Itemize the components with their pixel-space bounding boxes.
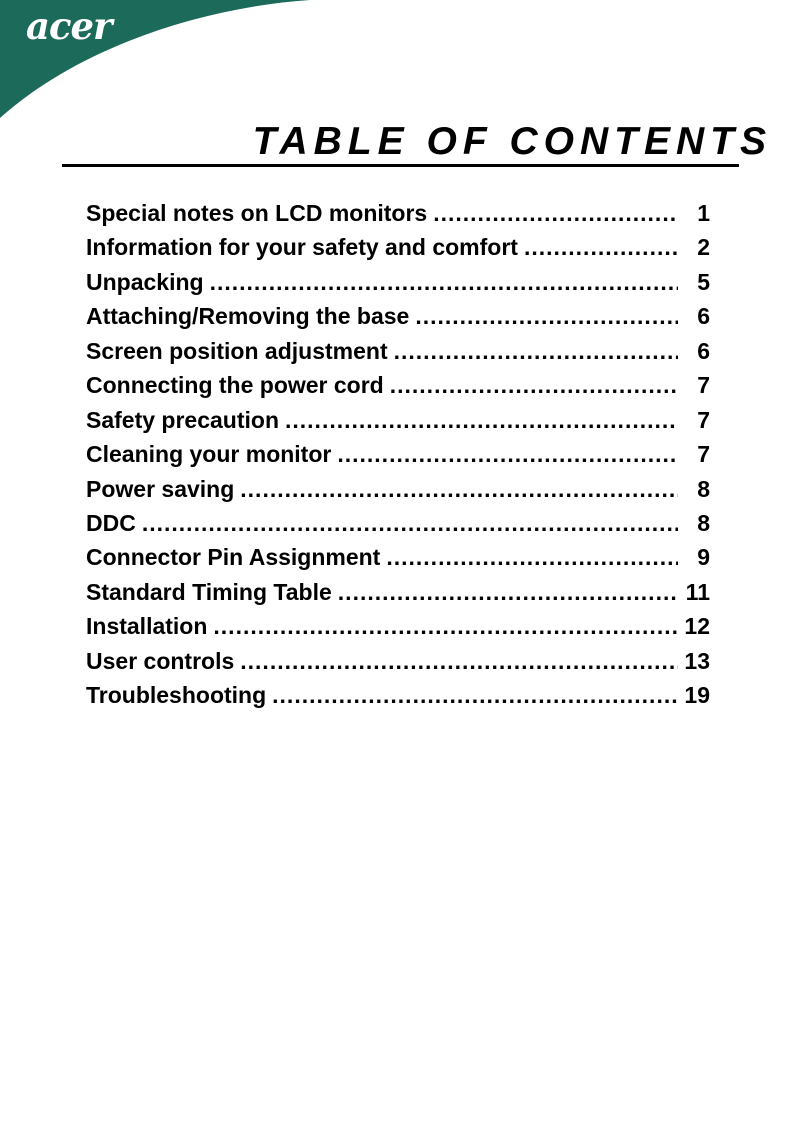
toc-entry: Installation ...........................… — [86, 609, 710, 643]
title-underline — [62, 164, 739, 167]
toc-leader-dots: ........................................… — [213, 613, 678, 640]
toc-page-number: 12 — [684, 613, 710, 640]
toc-page-number: 6 — [697, 303, 710, 330]
toc-leader-dots: ........................................… — [415, 303, 678, 330]
toc-leader-dots: ........................................… — [393, 337, 678, 364]
toc-page-number: 7 — [697, 441, 710, 468]
toc-page-number: 2 — [697, 234, 710, 261]
toc-leader-dots: ........................................… — [209, 268, 678, 295]
toc-entry-label: Installation — [86, 613, 208, 640]
toc-entry-label: Screen position adjustment — [86, 337, 388, 364]
toc-entry-label: Information for your safety and comfort — [86, 234, 518, 261]
toc-entry: Connecting the power cord ..............… — [86, 368, 710, 402]
toc-entry-label: Cleaning your monitor — [86, 441, 332, 468]
toc-entry-label: Special notes on LCD monitors — [86, 200, 428, 226]
toc-page-number: 13 — [684, 647, 710, 674]
toc-leader-dots: ........................................… — [141, 509, 678, 536]
toc-entry: Unpacking ..............................… — [86, 265, 710, 299]
toc-entry: Information for your safety and comfort … — [86, 230, 710, 264]
toc-page-number: 5 — [697, 268, 710, 295]
toc-entry: Special notes on LCD monitors ..........… — [86, 196, 710, 230]
header-swoosh-shape — [0, 0, 310, 118]
toc-list: Special notes on LCD monitors ..........… — [86, 196, 710, 713]
toc-entry: Cleaning your monitor ..................… — [86, 437, 710, 471]
toc-leader-dots: ........................................… — [523, 234, 678, 261]
acer-logo: acer — [26, 4, 113, 48]
toc-entry: Attaching/Removing the base ............… — [86, 299, 710, 333]
acer-header-swoosh — [0, 0, 310, 118]
toc-leader-dots: ........................................… — [337, 578, 678, 605]
toc-entry-label: Standard Timing Table — [86, 578, 332, 605]
toc-page-number: 8 — [697, 475, 710, 502]
toc-entry-label: Attaching/Removing the base — [86, 303, 410, 330]
toc-page-number: 11 — [685, 578, 710, 605]
toc-entry-label: Safety precaution — [86, 406, 279, 433]
toc-page-number: 1 — [697, 200, 710, 226]
toc-entry: Connector Pin Assignment ...............… — [86, 540, 710, 574]
toc-entry: Standard Timing Table ..................… — [86, 575, 710, 609]
toc-page-number: 9 — [697, 544, 710, 571]
toc-entry: Safety precaution ......................… — [86, 403, 710, 437]
toc-entry-label: Connector Pin Assignment — [86, 544, 381, 571]
toc-entry-label: Connecting the power cord — [86, 372, 384, 399]
toc-page-number: 7 — [697, 372, 710, 399]
toc-entry: Screen position adjustment .............… — [86, 334, 710, 368]
toc-leader-dots: ........................................… — [272, 682, 678, 709]
toc-page-number: 7 — [697, 406, 710, 433]
page-title: TABLE OF CONTENTS — [252, 120, 772, 163]
toc-page-number: 6 — [697, 337, 710, 364]
toc-entry: Troubleshooting ........................… — [86, 678, 710, 712]
toc-entry-label: Power saving — [86, 475, 235, 502]
toc-page-number: 19 — [684, 682, 710, 709]
toc-leader-dots: ........................................… — [240, 475, 678, 502]
toc-entry: DDC ....................................… — [86, 506, 710, 540]
toc-entry-label: Troubleshooting — [86, 682, 267, 709]
toc-leader-dots: ........................................… — [386, 544, 678, 571]
toc-leader-dots: ........................................… — [240, 647, 678, 674]
toc-leader-dots: ........................................… — [389, 372, 678, 399]
toc-entry-label: User controls — [86, 647, 235, 674]
toc-leader-dots: ........................................… — [285, 406, 678, 433]
toc-entry: User controls ..........................… — [86, 644, 710, 678]
toc-leader-dots: ........................................… — [433, 200, 678, 226]
toc-entry-label: DDC — [86, 509, 136, 536]
toc-leader-dots: ........................................… — [337, 441, 678, 468]
toc-entry: Power saving ...........................… — [86, 472, 710, 506]
toc-entry-label: Unpacking — [86, 268, 204, 295]
toc-page-number: 8 — [697, 509, 710, 536]
